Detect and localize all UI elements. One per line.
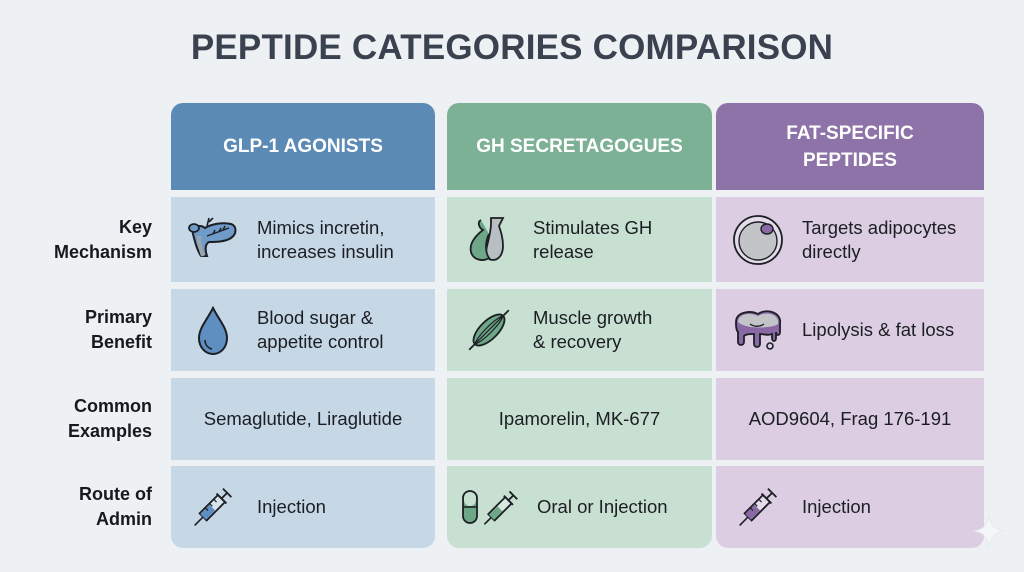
cell-text: Injection <box>802 496 871 517</box>
column-glp1-agonists: GLP-1 AGONISTS Mimics incretin, increase… <box>171 103 435 548</box>
cell-glp1-examples: Semaglutide, Liraglutide <box>171 378 435 460</box>
pill-and-syringe-icon <box>459 479 523 535</box>
cell-gh-examples: Ipamorelin, MK-677 <box>447 378 712 460</box>
cell-fat-route: Injection <box>716 466 984 548</box>
column-header-text: GLP-1 AGONISTS <box>223 136 383 157</box>
page-title: PEPTIDE CATEGORIES COMPARISON <box>190 28 834 67</box>
row-label-line: Route of <box>79 484 152 504</box>
cell-text: Mimics incretin, <box>257 216 385 238</box>
melting-fat-icon <box>730 302 786 358</box>
cell-fat-examples: AOD9604, Frag 176-191 <box>716 378 984 460</box>
row-label-line: Common <box>74 396 152 416</box>
cell-gh-benefit: Muscle growth & recovery <box>447 289 712 371</box>
cell-gh-route: Oral or Injection <box>447 466 712 548</box>
row-label-key-mechanism: Key Mechanism <box>2 215 152 265</box>
cell-text: Stimulates GH <box>533 216 653 238</box>
row-label-line: Key <box>118 217 152 237</box>
water-drop-icon <box>185 302 241 358</box>
fat-cell-icon <box>730 212 786 268</box>
column-header-text: GH SECRETAGOGUES <box>476 136 683 157</box>
row-label-line: Examples <box>67 421 152 441</box>
cell-text: release <box>533 240 594 262</box>
column-header-text: PEPTIDES <box>803 149 897 171</box>
muscle-icon <box>461 302 517 358</box>
cell-text: AOD9604, Frag 176-191 <box>748 408 952 429</box>
cell-fat-benefit: Lipolysis & fat loss <box>716 289 984 371</box>
column-header-gh: GH SECRETAGOGUES <box>447 103 712 190</box>
cell-fat-mechanism: Targets adipocytes directly <box>716 197 984 282</box>
cell-text: Lipolysis & fat loss <box>802 319 955 340</box>
cell-text: Blood sugar & <box>257 307 374 328</box>
pituitary-gland-icon <box>461 212 517 268</box>
column-fat-specific-peptides: FAT-SPECIFIC PEPTIDES Targets adipocytes… <box>716 103 984 548</box>
cell-text: appetite control <box>257 331 384 352</box>
cell-glp1-route: Injection <box>171 466 435 548</box>
row-label-line: Mechanism <box>53 242 152 262</box>
sparkle-icon <box>973 515 1005 547</box>
row-label-route-of-admin: Route of Admin <box>2 482 152 532</box>
cell-text: Injection <box>257 496 326 517</box>
cell-text: Ipamorelin, MK-677 <box>498 408 661 429</box>
cell-text: & recovery <box>533 331 622 352</box>
row-label-line: Benefit <box>90 332 152 352</box>
cell-gh-mechanism: Stimulates GH release <box>447 197 712 282</box>
syringe-icon <box>185 479 241 535</box>
pancreas-icon <box>185 212 241 268</box>
row-label-common-examples: Common Examples <box>2 394 152 444</box>
cell-text: directly <box>802 240 861 262</box>
cell-text: Semaglutide, Liraglutide <box>203 408 403 429</box>
cell-glp1-mechanism: Mimics incretin, increases insulin <box>171 197 435 282</box>
cell-text: Oral or Injection <box>537 496 668 517</box>
column-gh-secretagogues: GH SECRETAGOGUES Stimulates GH release <box>447 103 712 548</box>
cell-text: increases insulin <box>257 240 394 262</box>
cell-text: Targets adipocytes <box>802 216 957 238</box>
cell-text: Muscle growth <box>533 307 653 328</box>
column-header-text: FAT-SPECIFIC <box>786 122 914 144</box>
row-label-line: Admin <box>96 509 152 529</box>
cell-glp1-benefit: Blood sugar & appetite control <box>171 289 435 371</box>
column-header-fat-specific: FAT-SPECIFIC PEPTIDES <box>716 103 984 190</box>
row-label-line: Primary <box>84 307 152 327</box>
syringe-icon <box>730 479 786 535</box>
column-header-glp1: GLP-1 AGONISTS <box>171 103 435 190</box>
row-label-primary-benefit: Primary Benefit <box>2 305 152 355</box>
